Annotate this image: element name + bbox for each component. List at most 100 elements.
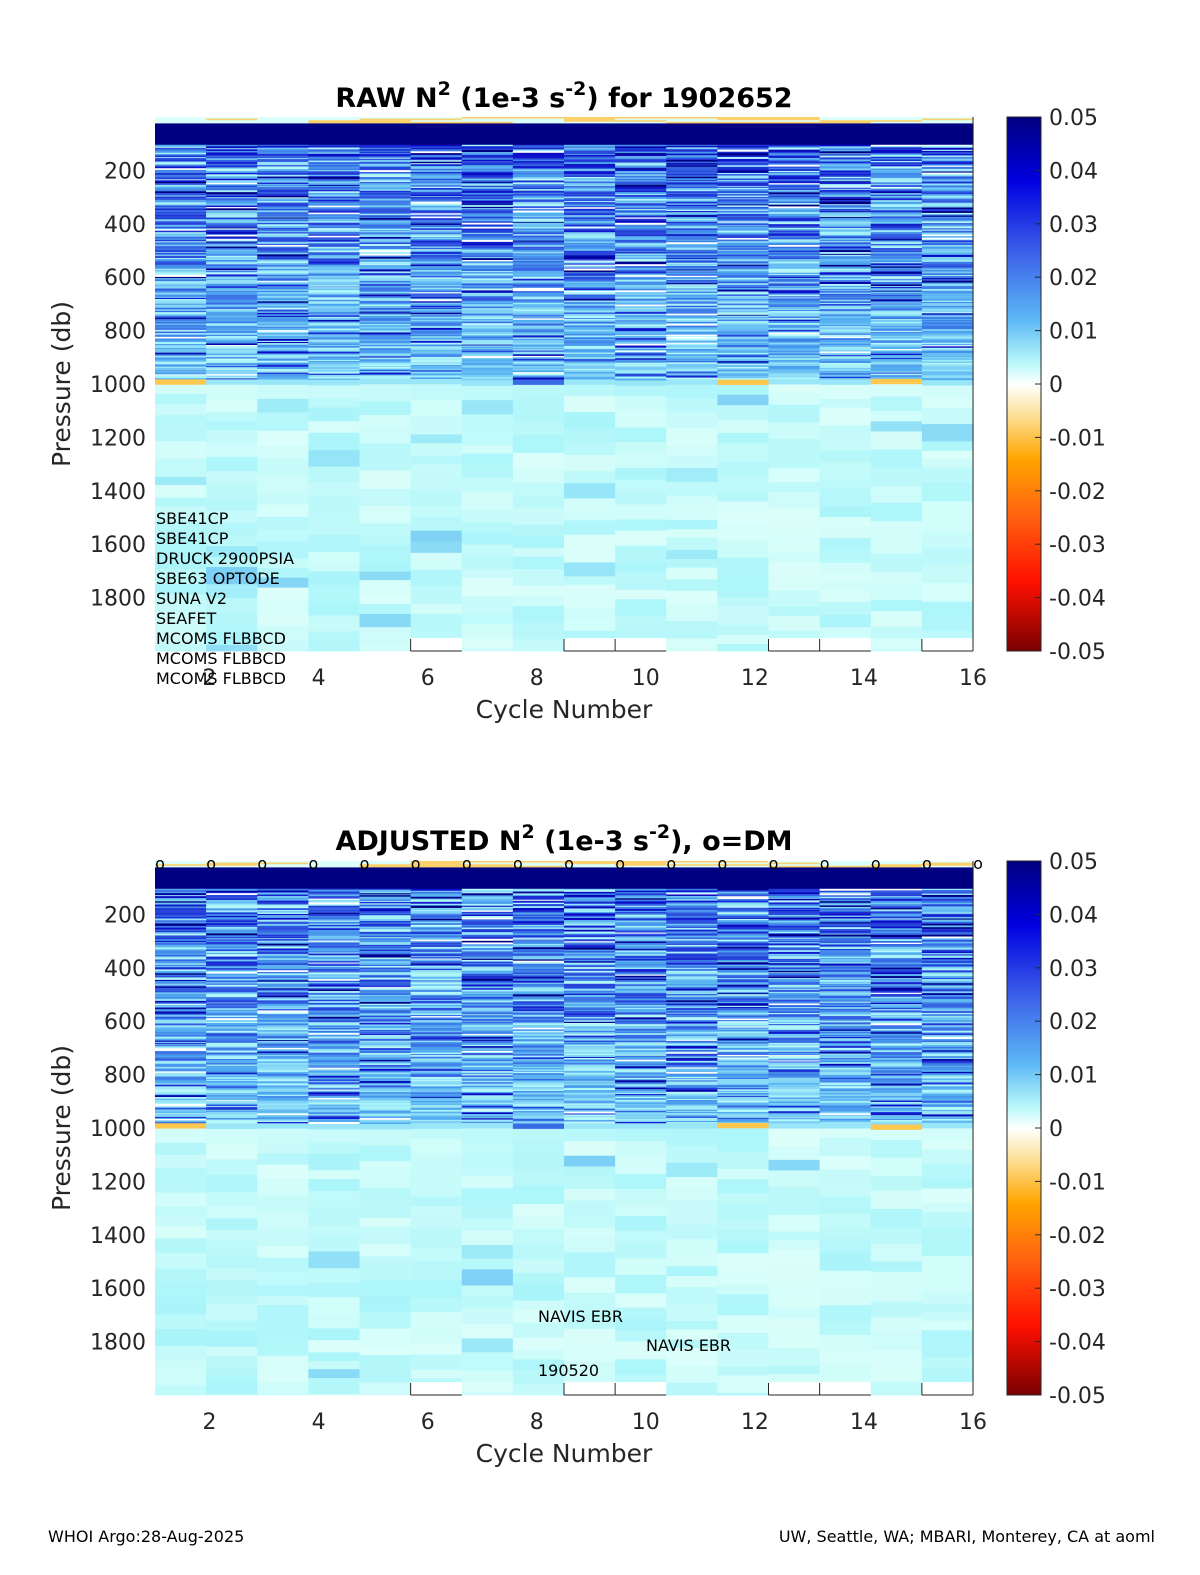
heatmap-cell — [461, 1118, 514, 1120]
heatmap-cell — [359, 196, 412, 199]
heatmap-cell — [615, 427, 667, 443]
heatmap-cell — [564, 1121, 616, 1124]
heatmap-cell — [461, 1065, 514, 1068]
heatmap-cell — [666, 363, 718, 366]
heatmap-cell — [410, 1022, 463, 1026]
heatmap-cell — [155, 861, 207, 863]
heatmap-cell — [615, 926, 667, 928]
heatmap-cell — [257, 1054, 309, 1057]
heatmap-cell — [410, 220, 463, 223]
heatmap-cell — [308, 279, 361, 281]
heatmap-cell — [461, 118, 514, 121]
heatmap-cell — [461, 975, 514, 977]
heatmap-cell — [155, 942, 207, 944]
heatmap-cell — [461, 1019, 514, 1022]
heatmap-cell — [615, 224, 667, 228]
heatmap-cell — [461, 287, 514, 289]
heatmap-cell — [666, 211, 718, 213]
heatmap-cell — [257, 150, 309, 153]
heatmap-cell — [257, 295, 309, 297]
heatmap-cell — [257, 917, 309, 921]
heatmap-cell — [155, 947, 207, 950]
heatmap-cell — [870, 320, 923, 323]
heatmap-cell — [308, 1029, 361, 1032]
heatmap-cell — [768, 288, 821, 291]
heatmap-cell — [410, 1072, 463, 1075]
heatmap-cell — [206, 371, 258, 374]
heatmap-cell — [512, 1073, 565, 1076]
heatmap-cell — [512, 283, 565, 285]
heatmap-cell — [257, 241, 309, 245]
heatmap-cell — [257, 974, 309, 978]
heatmap-cell — [410, 962, 463, 965]
heatmap-cell — [410, 248, 463, 252]
heatmap-cell — [615, 198, 667, 202]
heatmap-cell — [410, 976, 463, 980]
heatmap-cell — [512, 149, 565, 152]
heatmap-cell — [308, 1092, 361, 1095]
heatmap-cell — [206, 142, 258, 146]
heatmap-cell — [819, 320, 872, 323]
heatmap-cell — [461, 216, 514, 219]
heatmap-cell — [257, 375, 309, 377]
heatmap-cell — [768, 270, 821, 274]
heatmap-cell — [308, 1087, 361, 1091]
heatmap-cell — [155, 913, 207, 917]
heatmap-cell — [921, 242, 974, 244]
colorbar-label: 0.01 — [1049, 320, 1098, 345]
heatmap-cell — [410, 1021, 463, 1024]
heatmap-cell — [717, 307, 770, 310]
heatmap-cell — [410, 1102, 463, 1105]
heatmap-cell — [615, 207, 667, 210]
heatmap-cell — [359, 994, 412, 997]
heatmap-cell — [461, 262, 514, 264]
heatmap-cell — [206, 148, 258, 150]
heatmap-cell — [461, 1045, 514, 1047]
heatmap-cell — [717, 366, 770, 369]
heatmap-cell — [717, 365, 770, 368]
heatmap-cell — [615, 134, 667, 138]
heatmap-cell — [206, 931, 258, 934]
heatmap-cell — [870, 269, 923, 272]
heatmap-cell — [308, 979, 361, 982]
heatmap-cell — [410, 905, 463, 909]
heatmap-cell — [870, 232, 923, 234]
heatmap-cell — [512, 916, 565, 918]
heatmap-cell — [206, 192, 258, 195]
heatmap-cell — [461, 227, 514, 229]
heatmap-cell — [819, 196, 872, 199]
heatmap-cell — [206, 1128, 258, 1145]
heatmap-cell — [155, 164, 207, 166]
heatmap-cell — [155, 303, 207, 306]
heatmap-cell — [410, 364, 463, 367]
heatmap-cell — [359, 149, 412, 151]
heatmap-cell — [155, 485, 207, 498]
heatmap-cell — [257, 1382, 309, 1396]
heatmap-cell — [564, 1090, 616, 1092]
heatmap-cell — [564, 1031, 616, 1033]
heatmap-cell — [564, 1107, 616, 1110]
heatmap-cell — [512, 289, 565, 292]
heatmap-cell — [359, 1068, 412, 1072]
heatmap-cell — [206, 348, 258, 351]
heatmap-cell — [410, 937, 463, 941]
heatmap-cell — [155, 1066, 207, 1069]
heatmap-cell — [359, 415, 412, 427]
heatmap-cell — [512, 1071, 565, 1074]
heatmap-cell — [308, 323, 361, 326]
heatmap-cell — [359, 931, 412, 933]
heatmap-cell — [717, 374, 770, 377]
heatmap-cell — [410, 312, 463, 315]
heatmap-cell — [512, 301, 565, 304]
heatmap-cell — [206, 257, 258, 260]
heatmap-cell — [410, 970, 463, 973]
heatmap-cell — [512, 1029, 565, 1032]
heatmap-cell — [461, 647, 514, 652]
heatmap-cell — [768, 358, 821, 361]
heatmap-cell — [768, 534, 821, 545]
heatmap-cell — [155, 246, 207, 248]
heatmap-cell — [512, 1068, 565, 1070]
heatmap-cell — [512, 144, 565, 147]
heatmap-cell — [308, 937, 361, 940]
heatmap-cell — [921, 168, 974, 171]
